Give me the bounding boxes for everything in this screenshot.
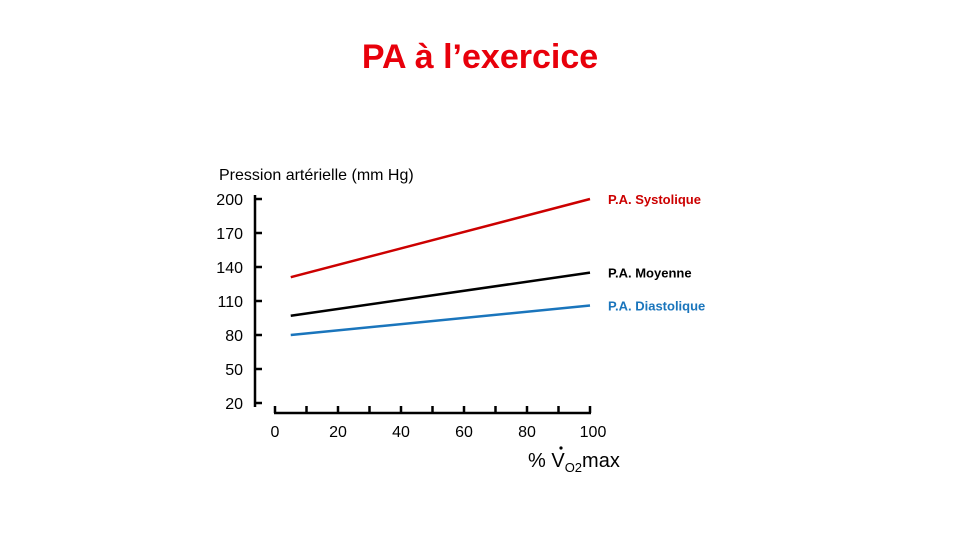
x-tick-label: 0 <box>271 424 280 441</box>
x-tick-label: 60 <box>455 424 473 441</box>
x-tick-label: 20 <box>329 424 347 441</box>
y-axis-ticks: 20 50 80 110 140 170 200 <box>216 192 262 413</box>
y-axis-title: Pression artérielle (mm Hg) <box>219 167 414 184</box>
x-axis-title: % VO2max <box>528 450 620 475</box>
x-axis-ticks: 0 20 40 60 80 100 <box>271 406 607 441</box>
series-label: P.A. Diastolique <box>608 299 705 314</box>
x-axis-title-subscript: O2 <box>565 460 582 475</box>
vdot-mark <box>559 446 563 450</box>
x-tick-label: 40 <box>392 424 410 441</box>
series-label: P.A. Systolique <box>608 192 701 207</box>
series-lines <box>290 197 591 337</box>
series-line <box>290 197 591 279</box>
y-tick-label: 20 <box>225 396 243 413</box>
series-line <box>290 271 591 317</box>
x-tick-label: 80 <box>518 424 536 441</box>
y-tick-label: 50 <box>225 362 243 379</box>
series-label: P.A. Moyenne <box>608 266 692 281</box>
x-axis-title-symbol: V <box>551 450 565 472</box>
x-axis-title-suffix: max <box>582 450 620 472</box>
series-line <box>290 304 591 337</box>
x-axis-title-prefix: % <box>528 450 551 472</box>
y-tick-label: 200 <box>216 192 243 209</box>
y-tick-label: 170 <box>216 226 243 243</box>
y-tick-label: 140 <box>216 260 243 277</box>
y-tick-label: 110 <box>217 294 243 311</box>
series-labels: P.A. Systolique P.A. Moyenne P.A. Diastoli… <box>608 192 705 314</box>
slide-title: PA à l’exercice <box>361 38 599 76</box>
x-tick-label: 100 <box>580 424 607 441</box>
y-tick-label: 80 <box>225 328 243 345</box>
